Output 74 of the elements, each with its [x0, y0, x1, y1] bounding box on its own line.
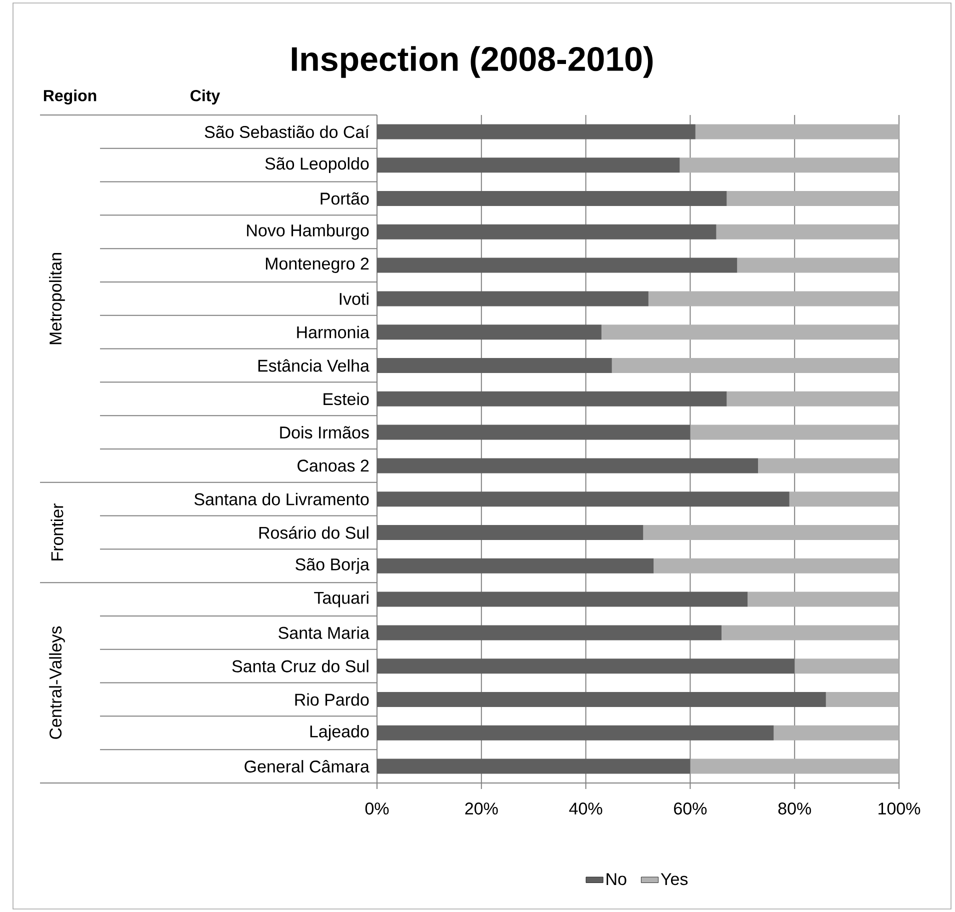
bar	[726, 391, 899, 406]
bar	[748, 592, 899, 607]
y-tick-label: Novo Hamburgo	[247, 224, 369, 240]
bar	[758, 458, 899, 474]
y-tick-label: Lajeado	[310, 724, 369, 741]
text: City	[190, 90, 220, 104]
bar	[377, 190, 727, 206]
y-tick-label: Canoas 2	[298, 460, 369, 472]
x-tick-label: 20%	[465, 802, 498, 815]
bar	[377, 324, 602, 340]
bar	[377, 391, 727, 406]
bar	[377, 558, 654, 574]
bar	[377, 291, 648, 306]
bar	[377, 358, 612, 373]
y-tick-label: São Sebastião do Caí	[204, 125, 370, 138]
bar	[794, 658, 899, 674]
y-tick-label: Portão	[320, 192, 369, 205]
bar	[377, 224, 716, 240]
bar	[377, 524, 644, 540]
bar	[643, 524, 899, 540]
y-tick-label: São Borja	[296, 558, 370, 574]
bar	[789, 492, 899, 507]
legend-label: No	[606, 873, 626, 886]
bar	[377, 692, 826, 707]
text: Metropolitan	[49, 253, 65, 344]
text: Region	[44, 89, 96, 104]
bar	[377, 592, 748, 607]
bar	[377, 492, 790, 507]
y-tick-label: Montenegro 2	[266, 258, 369, 273]
chart-title: Inspection (2008-2010)	[292, 46, 653, 78]
bar	[774, 725, 899, 740]
x-tick-label: 60%	[674, 802, 707, 815]
bar	[690, 758, 899, 774]
bar	[722, 625, 899, 640]
bar	[377, 458, 758, 474]
bar	[377, 258, 738, 273]
y-tick-label: Ivoti	[340, 292, 368, 305]
bar	[377, 124, 696, 140]
bar	[690, 424, 899, 440]
y-tick-label: São Leopoldo	[265, 157, 369, 174]
y-tick-label: Santana do Livramento	[194, 492, 369, 506]
y-tick-label: Rosário do Sul	[259, 526, 368, 539]
bar	[377, 424, 690, 440]
x-tick-label: 80%	[778, 802, 811, 815]
x-tick-label: 100%	[878, 802, 920, 815]
bar	[377, 158, 680, 173]
bar	[826, 692, 899, 707]
bar	[726, 190, 899, 206]
text: Frontier	[50, 503, 64, 560]
bar	[377, 758, 690, 774]
y-tick-label: Esteio	[324, 392, 369, 406]
y-tick-label: General Câmara	[244, 760, 370, 773]
bar	[716, 224, 899, 240]
y-tick-label: Harmonia	[297, 326, 370, 338]
x-tick-label: 0%	[365, 802, 389, 815]
bar	[601, 324, 899, 340]
bar	[648, 291, 899, 306]
y-tick-label: Taquari	[314, 591, 368, 608]
y-tick-label: Santa Cruz do Sul	[232, 660, 368, 672]
y-tick-label: Santa Maria	[278, 626, 370, 639]
bar	[377, 625, 722, 640]
legend-label: Yes	[660, 873, 688, 886]
bar	[654, 558, 899, 574]
x-tick-label: 40%	[569, 802, 602, 815]
bar	[612, 358, 899, 373]
y-tick-label: Dois Irmãos	[280, 426, 369, 439]
bar	[377, 725, 774, 740]
y-tick-label: Rio Pardo	[295, 693, 369, 706]
bar	[680, 158, 899, 173]
bar	[737, 258, 899, 273]
bar	[377, 658, 795, 674]
text: Central-Valleys	[49, 626, 65, 739]
bar	[695, 124, 899, 140]
y-tick-label: Estância Velha	[258, 359, 370, 372]
